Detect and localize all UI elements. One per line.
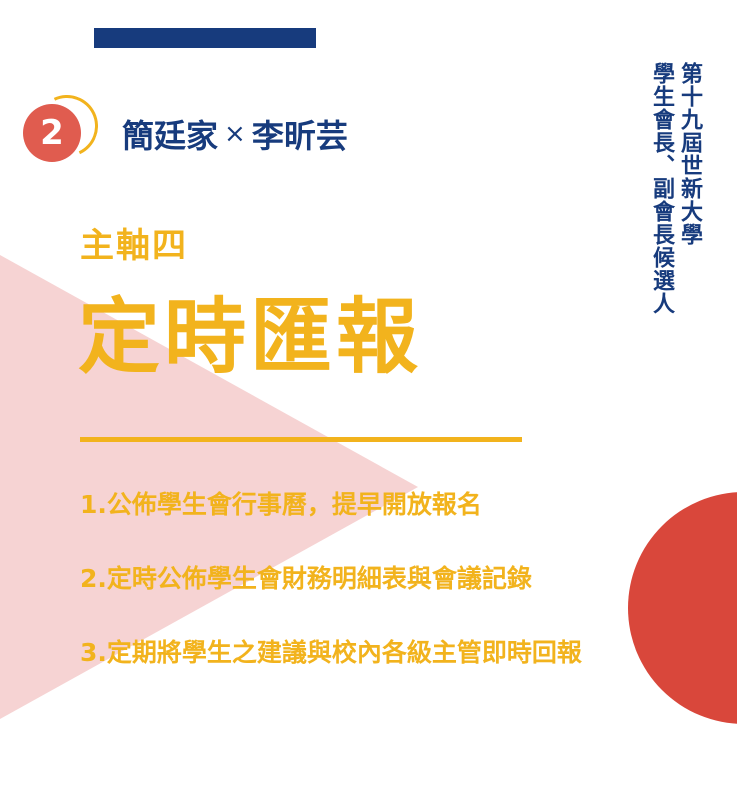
top-accent-bar: [94, 28, 316, 48]
background-circle: [628, 492, 737, 724]
candidate-names: 簡廷家 × 李昕芸: [122, 112, 348, 156]
vice-president-candidate-name: 李昕芸: [251, 117, 348, 155]
background-triangle: [0, 255, 418, 719]
headline: 定時匯報: [78, 290, 423, 385]
president-candidate-name: 簡廷家: [122, 117, 219, 155]
number-badge: 2: [23, 104, 81, 162]
name-separator: ×: [224, 119, 246, 149]
side-title-line1: 第十九屆世新大學: [677, 62, 702, 246]
headline-divider: [80, 437, 522, 442]
section-label: 主軸四: [80, 226, 188, 266]
side-title-line2: 學生會長、副會長候選人: [649, 62, 674, 315]
policy-point: 2.定時公佈學生會財務明細表與會議記錄: [80, 564, 532, 593]
policy-point: 1.公佈學生會行事曆，提早開放報名: [80, 490, 482, 519]
policy-point: 3.定期將學生之建議與校內各級主管即時回報: [80, 638, 582, 667]
policy-points-list: 1.公佈學生會行事曆，提早開放報名 2.定時公佈學生會財務明細表與會議記錄 3.…: [80, 485, 582, 707]
